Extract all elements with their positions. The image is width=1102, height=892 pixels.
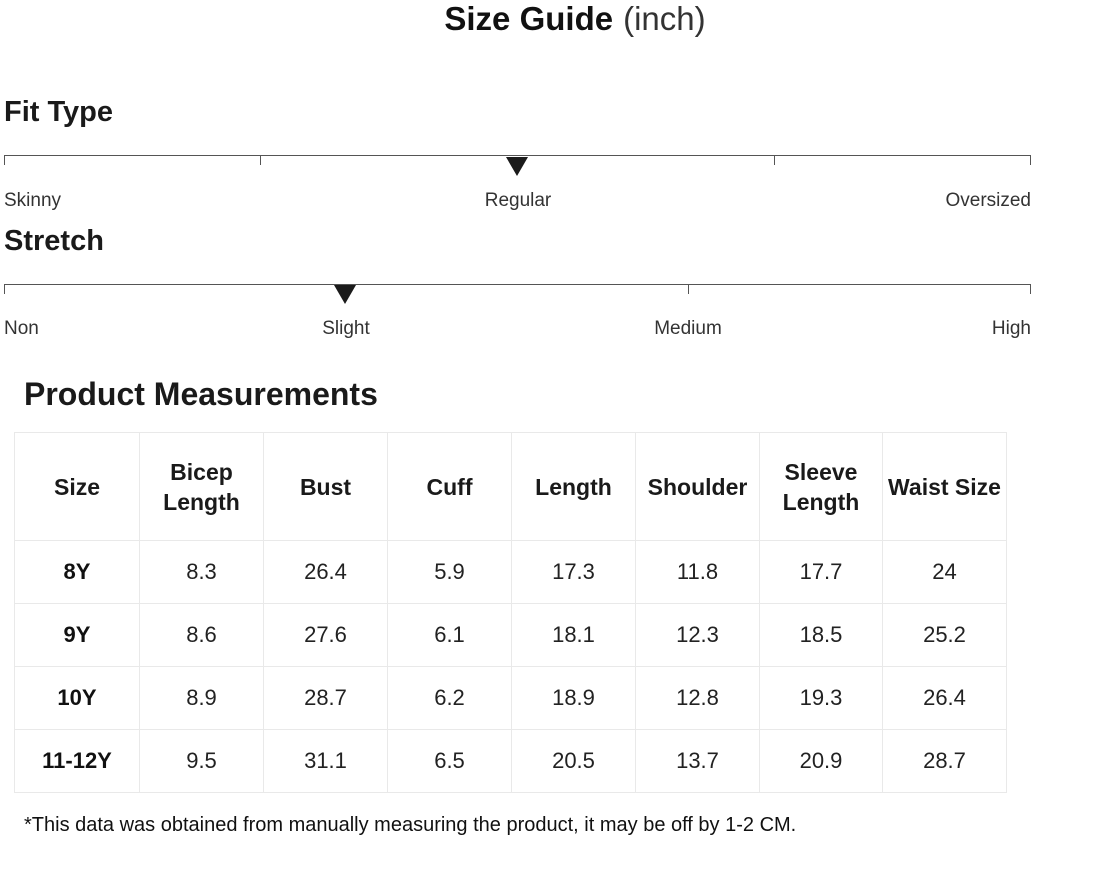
table-header-row: Size Bicep Length Bust Cuff Length Shoul…	[14, 432, 1007, 541]
fit-label-oversized: Oversized	[945, 190, 1031, 211]
cell-bicep-length: 8.3	[139, 540, 264, 604]
title-unit: (inch)	[623, 0, 706, 37]
cell-size: 8Y	[14, 540, 140, 604]
cell-bust: 27.6	[263, 603, 388, 667]
stretch-label-medium: Medium	[654, 318, 722, 339]
col-header-length: Length	[511, 432, 636, 541]
cell-sleeve-length: 19.3	[759, 666, 883, 730]
fit-scale-line	[4, 155, 1031, 156]
cell-cuff: 6.1	[387, 603, 512, 667]
product-measurements-heading: Product Measurements	[24, 376, 378, 412]
fit-label-skinny: Skinny	[4, 190, 62, 211]
measurement-disclaimer: *This data was obtained from manually me…	[24, 814, 797, 836]
cell-bust: 28.7	[263, 666, 388, 730]
cell-sleeve-length: 18.5	[759, 603, 883, 667]
cell-shoulder: 12.8	[635, 666, 760, 730]
stretch-heading: Stretch	[4, 225, 104, 257]
col-header-cuff: Cuff	[387, 432, 512, 541]
table-row: 11-12Y 9.5 31.1 6.5 20.5 13.7 20.9 28.7	[14, 729, 1007, 793]
cell-cuff: 6.5	[387, 729, 512, 793]
cell-size: 11-12Y	[14, 729, 140, 793]
col-header-shoulder: Shoulder	[635, 432, 760, 541]
col-header-bust: Bust	[263, 432, 388, 541]
cell-length: 20.5	[511, 729, 636, 793]
col-header-bicep-length: Bicep Length	[139, 432, 264, 541]
cell-shoulder: 13.7	[635, 729, 760, 793]
table-row: 10Y 8.9 28.7 6.2 18.9 12.8 19.3 26.4	[14, 666, 1007, 730]
cell-shoulder: 12.3	[635, 603, 760, 667]
fit-tick-1	[260, 155, 261, 165]
stretch-tick-2	[688, 284, 689, 294]
col-header-sleeve-length: Sleeve Length	[759, 432, 883, 541]
fit-tick-4	[1030, 155, 1031, 165]
cell-bust: 26.4	[263, 540, 388, 604]
cell-cuff: 6.2	[387, 666, 512, 730]
cell-cuff: 5.9	[387, 540, 512, 604]
stretch-tick-0	[4, 284, 5, 294]
table-row: 9Y 8.6 27.6 6.1 18.1 12.3 18.5 25.2	[14, 603, 1007, 667]
cell-shoulder: 11.8	[635, 540, 760, 604]
cell-bust: 31.1	[263, 729, 388, 793]
cell-waist-size: 28.7	[882, 729, 1007, 793]
cell-sleeve-length: 17.7	[759, 540, 883, 604]
cell-waist-size: 25.2	[882, 603, 1007, 667]
cell-bicep-length: 8.6	[139, 603, 264, 667]
stretch-selected-marker-icon	[334, 285, 356, 304]
fit-tick-0	[4, 155, 5, 165]
fit-tick-3	[774, 155, 775, 165]
stretch-tick-3	[1030, 284, 1031, 294]
cell-bicep-length: 8.9	[139, 666, 264, 730]
col-header-waist-size: Waist Size	[882, 432, 1007, 541]
stretch-label-slight: Slight	[322, 318, 370, 339]
cell-length: 18.1	[511, 603, 636, 667]
col-header-size: Size	[14, 432, 140, 541]
measurements-table: Size Bicep Length Bust Cuff Length Shoul…	[14, 432, 1007, 793]
cell-size: 9Y	[14, 603, 140, 667]
cell-length: 17.3	[511, 540, 636, 604]
title-main: Size Guide	[444, 0, 614, 37]
fit-type-heading: Fit Type	[4, 96, 114, 128]
cell-length: 18.9	[511, 666, 636, 730]
cell-waist-size: 26.4	[882, 666, 1007, 730]
stretch-label-non: Non	[4, 318, 39, 339]
stretch-label-high: High	[991, 318, 1031, 339]
page-title: Size Guide (inch)	[0, 0, 1102, 38]
cell-size: 10Y	[14, 666, 140, 730]
cell-waist-size: 24	[882, 540, 1007, 604]
stretch-scale-line	[4, 284, 1031, 285]
table-row: 8Y 8.3 26.4 5.9 17.3 11.8 17.7 24	[14, 540, 1007, 604]
fit-selected-marker-icon	[506, 157, 528, 176]
fit-label-regular: Regular	[484, 190, 552, 211]
cell-sleeve-length: 20.9	[759, 729, 883, 793]
cell-bicep-length: 9.5	[139, 729, 264, 793]
